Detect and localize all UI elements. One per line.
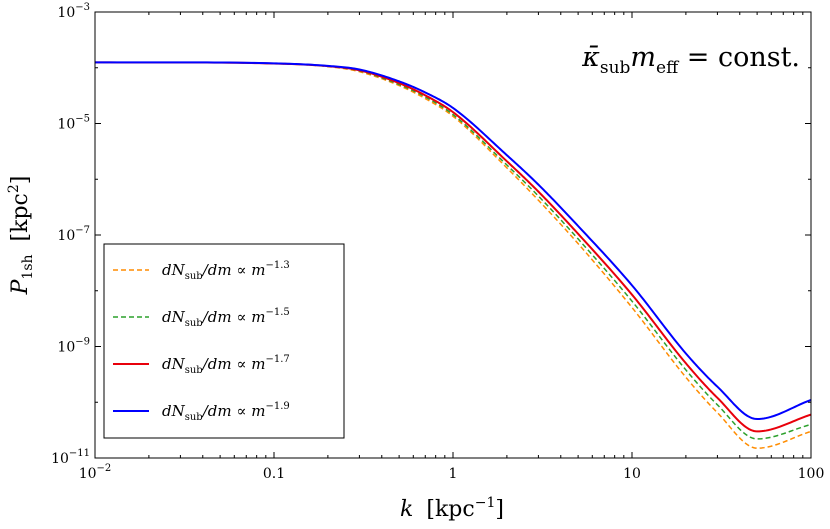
legend-label-4: dNsub/dm ∝ m−1.9	[162, 401, 290, 423]
annotation-text: κ̄submeff = const.	[581, 42, 800, 78]
y-tick-label: 10−11	[51, 448, 90, 467]
y-tick-label: 10−3	[57, 2, 90, 21]
series-line-4	[94, 61, 812, 421]
y-axis-label: P1sh [kpc2]	[6, 176, 38, 296]
x-tick-label: 0.1	[263, 466, 285, 482]
x-tick-label: 10−2	[79, 463, 112, 482]
x-tick-label: 100	[798, 466, 825, 482]
legend: dNsub/dm ∝ m−1.3 dNsub/dm ∝ m−1.5 dNsub/dm…	[103, 243, 345, 439]
legend-box	[103, 243, 345, 439]
axis-ticks	[94, 11, 812, 459]
y-tick-label: 10−7	[57, 225, 90, 244]
x-axis-label: k [kpc−1]	[400, 495, 504, 522]
y-tick-label: 10−9	[57, 337, 90, 356]
legend-label-1: dNsub/dm ∝ m−1.3	[162, 260, 290, 282]
y-tick-labels: 10−11 10−9 10−7 10−5 10−3	[51, 2, 90, 467]
series-lines	[94, 61, 812, 449]
x-tick-label: 1	[449, 466, 458, 482]
legend-label-2: dNsub/dm ∝ m−1.5	[162, 307, 290, 329]
y-tick-label: 10−5	[57, 114, 90, 133]
legend-label-3: dNsub/dm ∝ m−1.7	[162, 354, 290, 376]
x-tick-label: 10	[623, 466, 641, 482]
x-tick-labels: 10−2 0.1 1 10 100	[79, 463, 825, 482]
